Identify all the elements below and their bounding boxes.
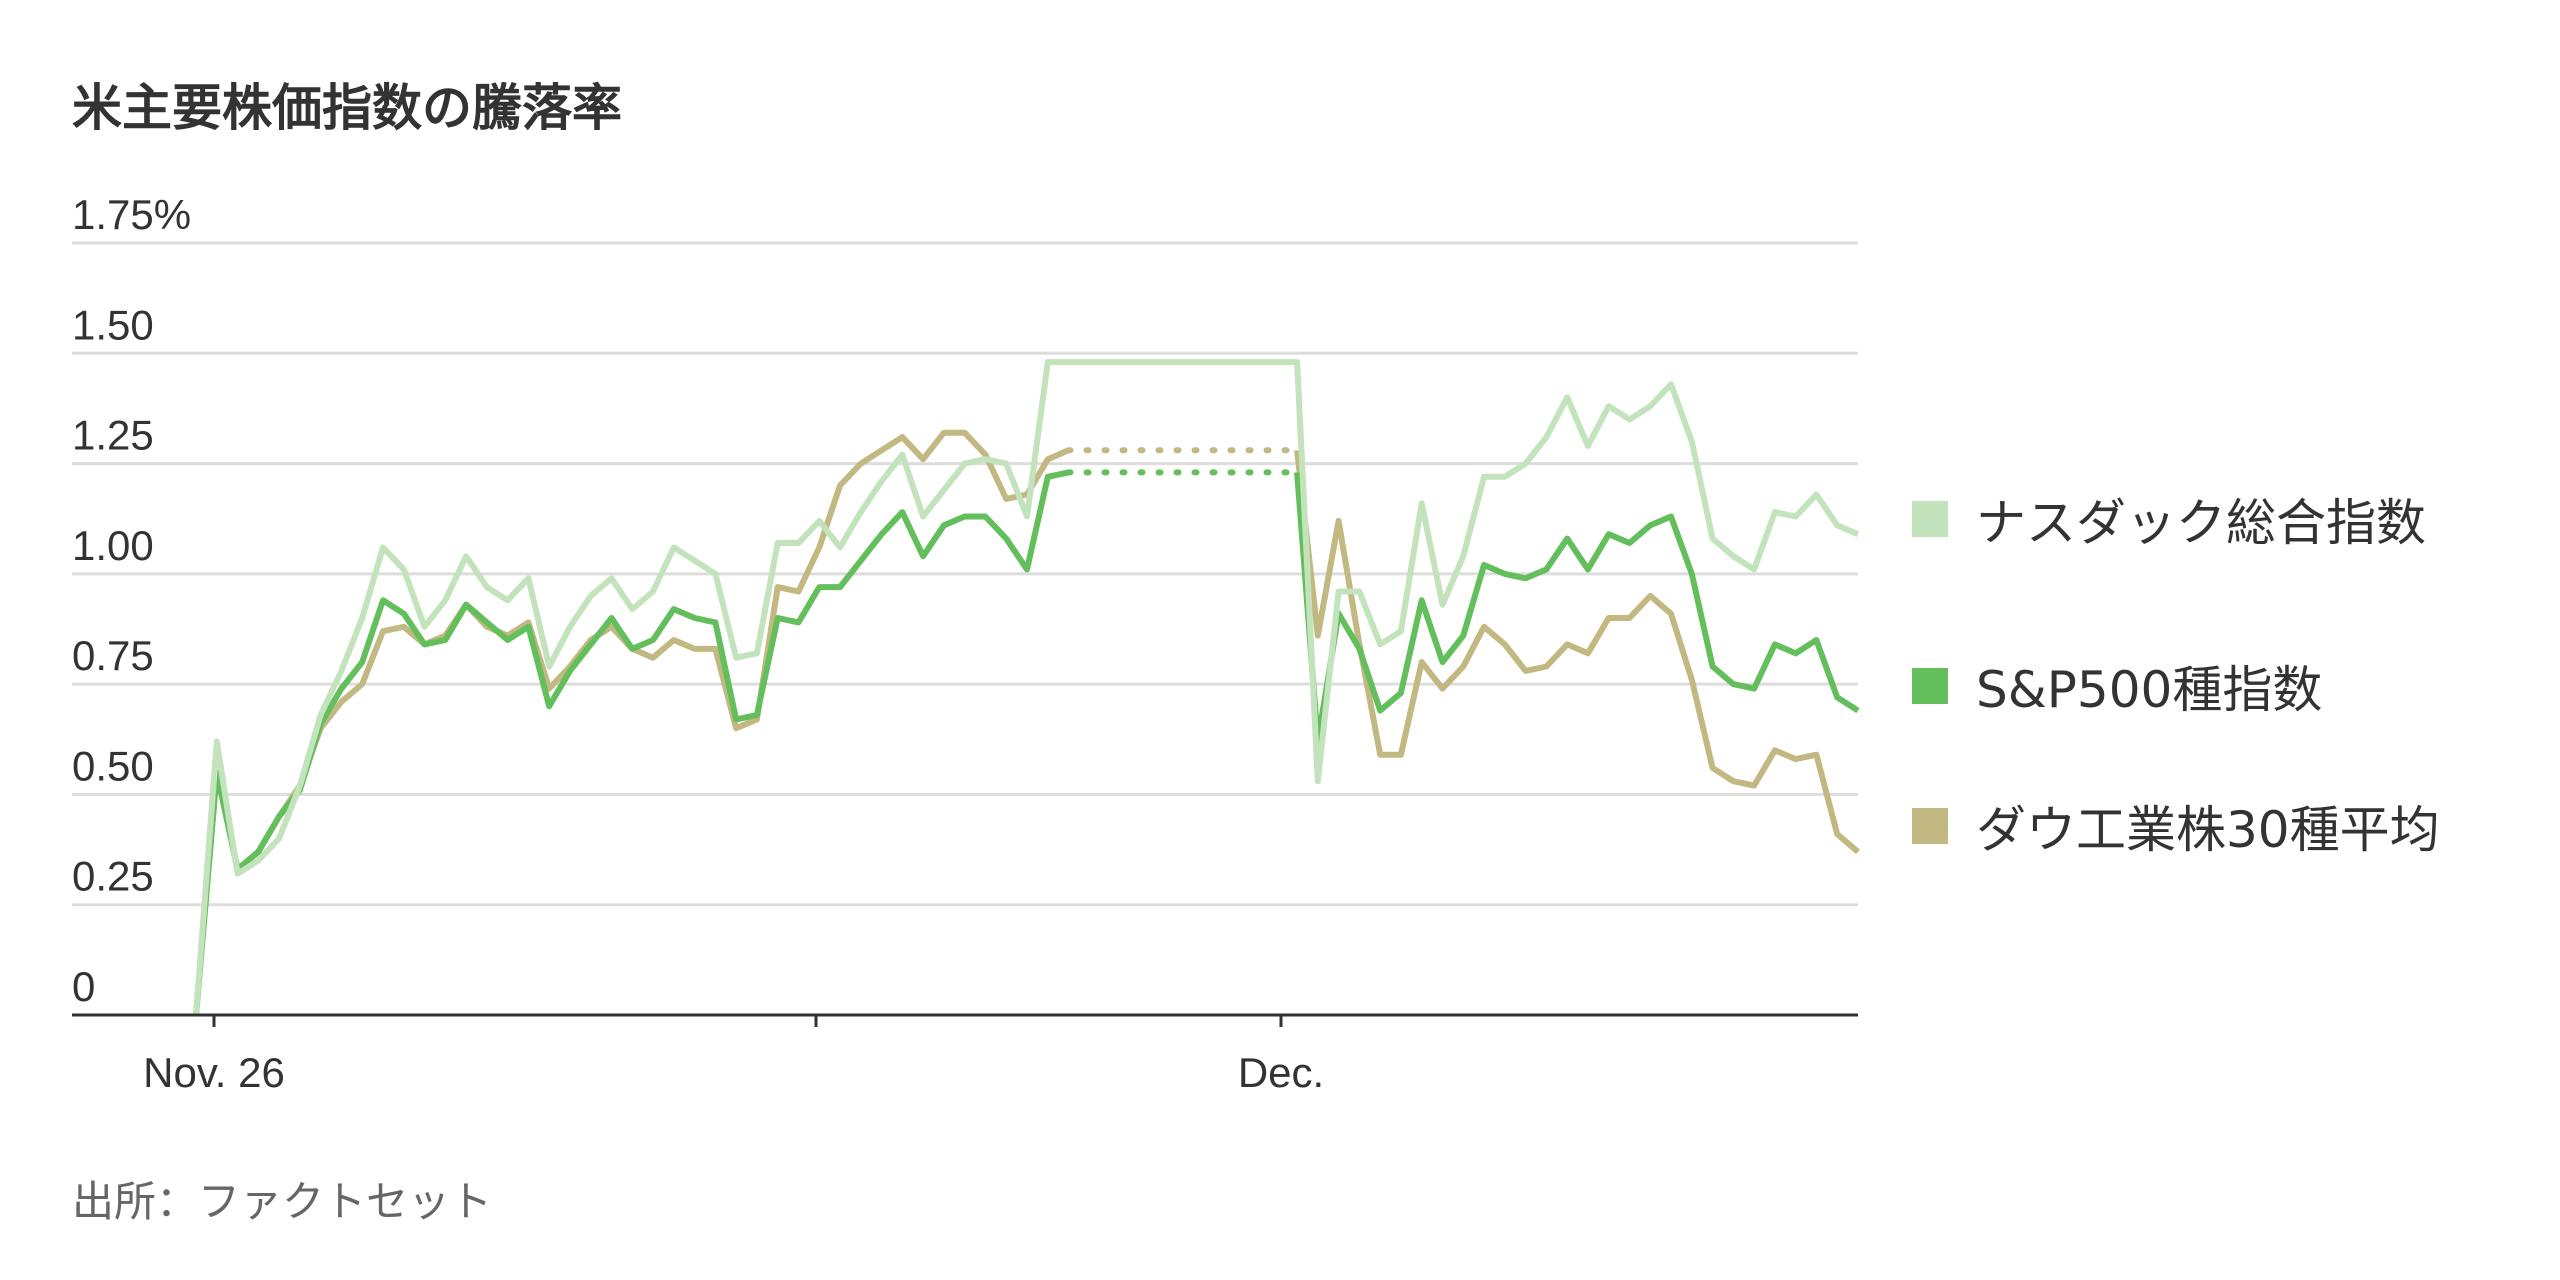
- y-tick-label: 0: [72, 963, 95, 1010]
- grid-lines: [72, 241, 1858, 907]
- legend-item-nasdaq: ナスダック総合指数: [1912, 483, 2426, 555]
- y-axis-labels: 1.75% 1.50 1.25 1.00 0.75 0.50 0.25 0: [72, 191, 191, 1010]
- x-tick-label: Nov. 26: [143, 1049, 285, 1096]
- series-lines: [193, 359, 1860, 1016]
- legend-item-sp500: S&P500種指数: [1912, 650, 2322, 722]
- y-tick-label: 1.75%: [72, 191, 191, 238]
- series-line: [193, 429, 1070, 1016]
- legend-swatch-sp500: [1912, 668, 1948, 704]
- y-tick-label: 1.50: [72, 301, 154, 348]
- series-line: [1294, 472, 1860, 745]
- chart-title: 米主要株価指数の騰落率: [72, 79, 622, 137]
- legend-label-dow: ダウ工業株30種平均: [1976, 801, 2440, 859]
- legend-swatch-nasdaq: [1912, 501, 1948, 537]
- legend-swatch-dow: [1912, 808, 1948, 844]
- x-tick-label: Dec.: [1238, 1049, 1324, 1096]
- legend-item-dow: ダウ工業株30種平均: [1912, 790, 2440, 862]
- source-note: 出所：ファクトセット: [72, 1177, 493, 1226]
- series-line: [193, 359, 1860, 1016]
- legend-label-sp500: S&P500種指数: [1976, 661, 2323, 719]
- y-tick-label: 1.00: [72, 522, 154, 569]
- series-line: [193, 469, 1070, 1016]
- y-tick-label: 0.25: [72, 853, 154, 900]
- y-tick-label: 0.75: [72, 632, 154, 679]
- x-axis: Nov. 26 Dec.: [72, 1013, 1858, 1096]
- legend-label-nasdaq: ナスダック総合指数: [1976, 494, 2426, 552]
- series-line: [1294, 449, 1860, 855]
- y-tick-label: 1.25: [72, 412, 154, 459]
- y-tick-label: 0.50: [72, 742, 154, 789]
